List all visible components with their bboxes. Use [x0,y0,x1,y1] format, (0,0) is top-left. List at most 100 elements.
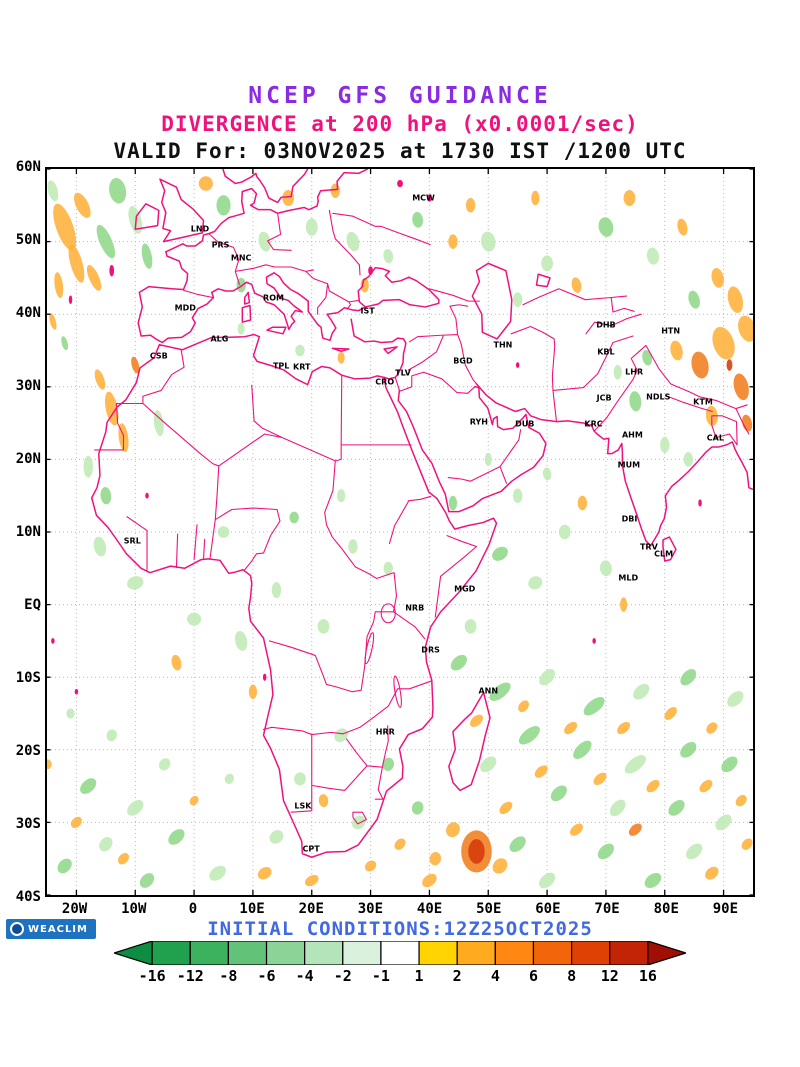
axis-ticks-layer [47,169,753,895]
divergence-patch [711,268,724,288]
weaclim-logo: WEACLIM [6,919,96,939]
divergence-patch [531,190,540,206]
initial-conditions-text: INITIAL CONDITIONS:12Z25OCT2025 [207,918,593,940]
divergence-patch [741,838,753,850]
divergence-patch [464,619,477,634]
divergence-patch [217,526,230,538]
map-svg [47,169,753,895]
coastline-caspian-sea [472,263,511,339]
divergence-patch [489,682,511,701]
colorbar-cell [189,941,230,965]
lon-tick-label-10e: 10E [239,901,265,917]
divergence-patch [597,843,615,860]
divergence-patch [733,373,749,401]
colorbar-cell [114,941,153,965]
lat-tick-label-60n: 60N [15,159,41,175]
lon-tick-label-80e: 80E [653,901,679,917]
divergence-patch [541,255,553,272]
lon-tick-label-90e: 90E [712,901,739,917]
lon-tick-label-10w: 10W [121,901,147,917]
divergence-patch [158,758,171,771]
divergence-patch [727,286,744,313]
divergence-patch [680,668,697,686]
divergence-patch [99,837,113,852]
divergence-patch [668,800,685,816]
lon-tick-label-40e: 40E [416,901,443,917]
title-model: NCEP GFS GUIDANCE [248,83,552,109]
divergence-patch [570,823,583,836]
divergence-patch [515,362,520,368]
divergence-patch [257,867,272,880]
lon-tick-label-50e: 50E [476,901,502,917]
lat-tick-label-50n: 50N [15,232,41,248]
divergence-patch [592,637,596,644]
divergence-patch [518,726,540,745]
divergence-patch [617,721,631,735]
divergence-patch [289,511,299,524]
colorbar-tick-8: 8 [567,967,577,985]
divergence-patch [699,779,713,793]
lake-victoria [381,604,395,623]
divergence-patch [47,759,52,770]
coastline-north-europe [166,169,368,290]
colorbar-cell [494,941,535,965]
coastline-sri-lanka [663,537,676,561]
coastline-turkey-levant [351,319,406,379]
colorbar-cell [647,941,686,965]
divergence-patch [484,452,492,466]
divergence-patch [68,244,85,283]
divergence-patch [364,860,377,872]
colorbar-cell [151,941,191,965]
coastline-scandinavia [223,169,308,202]
lake-malawi [392,675,403,708]
divergence-patch [448,495,458,511]
colorbar-tick-12: 12 [600,967,619,985]
divergence-patch [712,326,735,360]
divergence-patch [258,231,271,252]
divergence-patch [534,765,548,778]
divergence-patch [51,637,55,644]
colorbar-legend: -16 -12 -8 -6 -4 -2 -1 1 2 4 6 8 12 16 [114,941,686,987]
lon-tick-label-70e: 70E [594,901,620,917]
lon-tick-label-60e: 60E [535,901,561,917]
lat-tick-label-10s: 10S [15,670,41,686]
divergence-patch [613,365,622,380]
divergence-patch [448,234,458,249]
lat-tick-label-20s: 20S [15,743,41,759]
divergence-patch [633,683,650,700]
divergence-patch [623,190,636,207]
divergence-patch [624,755,646,774]
coastline-islands [242,292,397,353]
divergence-patch [94,369,106,390]
divergence-patch [583,697,605,716]
divergence-patch [577,495,588,511]
grid-layer [47,169,753,895]
colorbar-cell [418,941,458,965]
colorbar-tick--12: -12 [176,967,204,985]
divergence-patch [468,839,485,864]
divergence-patch [518,700,529,713]
divergence-patch [727,691,744,707]
colorbar-cell [571,941,611,965]
divergence-patch [446,822,460,838]
divergence-patch [131,356,140,374]
coastline-europe-mediterranean [138,268,439,343]
divergence-patch [738,315,753,342]
divergence-patch [512,292,523,307]
divergence-patch [262,673,267,681]
divergence-patch [646,247,660,265]
lat-tick-label-40n: 40N [15,305,41,321]
coastline-iran-india [476,384,752,546]
divergence-patch [481,231,496,252]
divergence-patch [209,865,226,881]
divergence-patch [528,576,543,590]
lat-tick-label-30s: 30S [15,816,41,832]
divergence-patch [96,224,116,259]
divergence-patch [726,359,733,371]
divergence-patch [599,560,612,577]
divergence-patch [47,180,59,202]
divergence-patch [168,829,185,845]
lon-tick-label-20e: 20E [298,901,324,917]
divergence-patch [271,582,282,599]
divergence-patch [382,757,395,771]
